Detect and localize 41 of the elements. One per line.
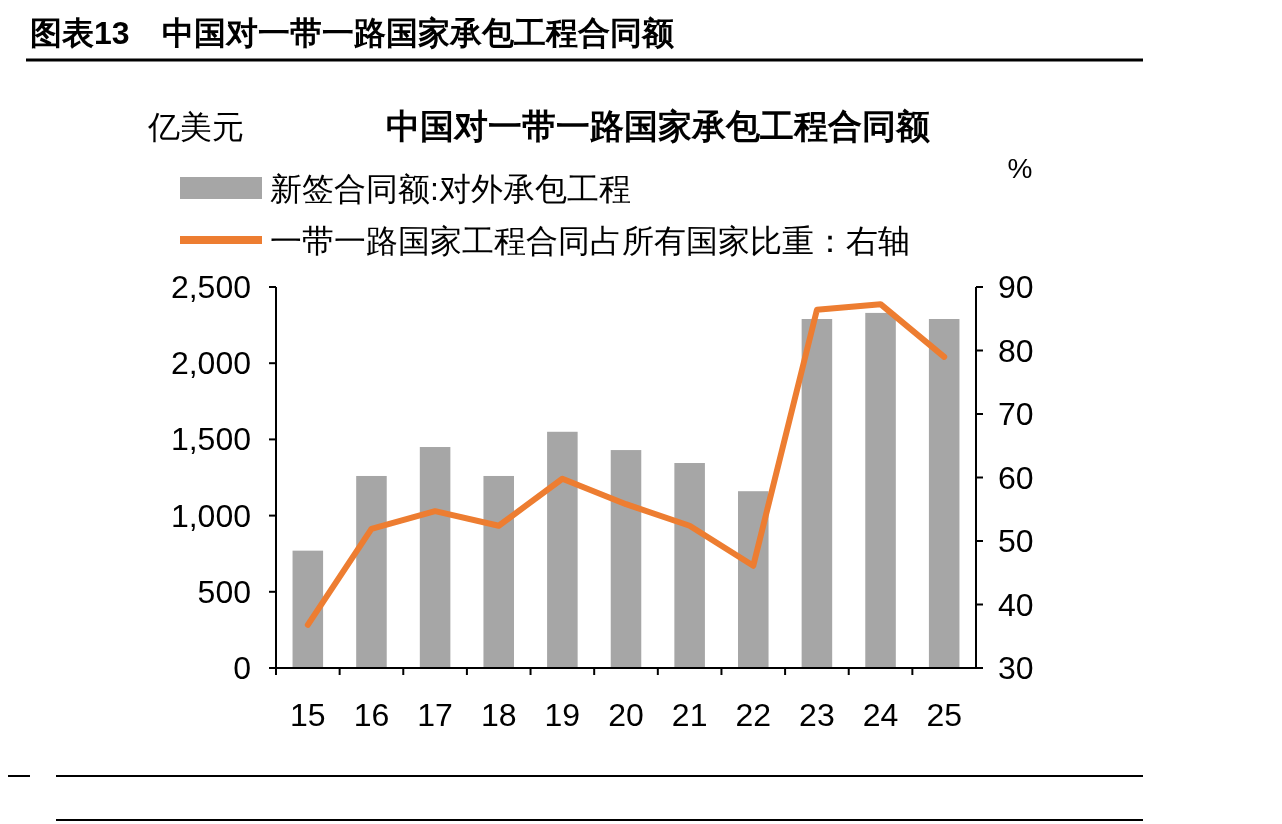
bar xyxy=(483,475,514,668)
legend-label: 一带一路国家工程合同占所有国家比重：右轴 xyxy=(270,223,910,259)
bar xyxy=(738,491,769,668)
bar xyxy=(928,319,960,668)
chart-subtitle: 中国对一带一路国家承包工程合同额 xyxy=(386,107,930,145)
y2-tick-label: 80 xyxy=(998,332,1034,369)
legend-label: 新签合同额:对外承包工程 xyxy=(270,171,631,207)
bar xyxy=(547,431,578,668)
y-tick-label: 0 xyxy=(233,650,251,686)
x-tick-label: 24 xyxy=(862,697,899,733)
x-tick-label: 15 xyxy=(290,697,326,733)
y2-tick-label: 90 xyxy=(998,269,1034,305)
bar xyxy=(419,447,451,668)
bar xyxy=(356,475,387,668)
y-tick-label: 2,000 xyxy=(170,345,251,382)
bar xyxy=(292,550,324,668)
x-tick-label: 21 xyxy=(671,697,708,733)
y2-tick-label: 40 xyxy=(998,586,1034,623)
y2-axis-title: % xyxy=(1007,153,1033,184)
x-tick-label: 25 xyxy=(926,697,962,733)
y2-tick-label: 60 xyxy=(998,459,1034,496)
x-tick-label: 23 xyxy=(799,697,835,733)
x-tick-label: 22 xyxy=(735,697,772,733)
x-tick-label: 20 xyxy=(608,697,644,733)
y-tick-label: 500 xyxy=(197,573,251,610)
bar xyxy=(801,319,833,668)
bar xyxy=(865,312,896,668)
chart-title: 图表13 中国对一带一路国家承包工程合同额 xyxy=(30,15,674,51)
y2-tick-label: 30 xyxy=(998,650,1034,686)
x-tick-label: 17 xyxy=(417,697,453,733)
y-tick-label: 1,000 xyxy=(170,497,251,534)
y-axis-title: 亿美元 xyxy=(147,109,244,145)
x-tick-label: 16 xyxy=(353,697,390,733)
x-tick-label: 19 xyxy=(544,697,581,733)
x-tick-label: 18 xyxy=(480,697,517,733)
y2-tick-label: 70 xyxy=(998,396,1034,432)
y2-tick-label: 50 xyxy=(998,523,1034,559)
bar xyxy=(610,450,642,668)
y-tick-label: 2,500 xyxy=(170,269,251,305)
bar xyxy=(674,463,705,668)
y-tick-label: 1,500 xyxy=(170,421,251,458)
